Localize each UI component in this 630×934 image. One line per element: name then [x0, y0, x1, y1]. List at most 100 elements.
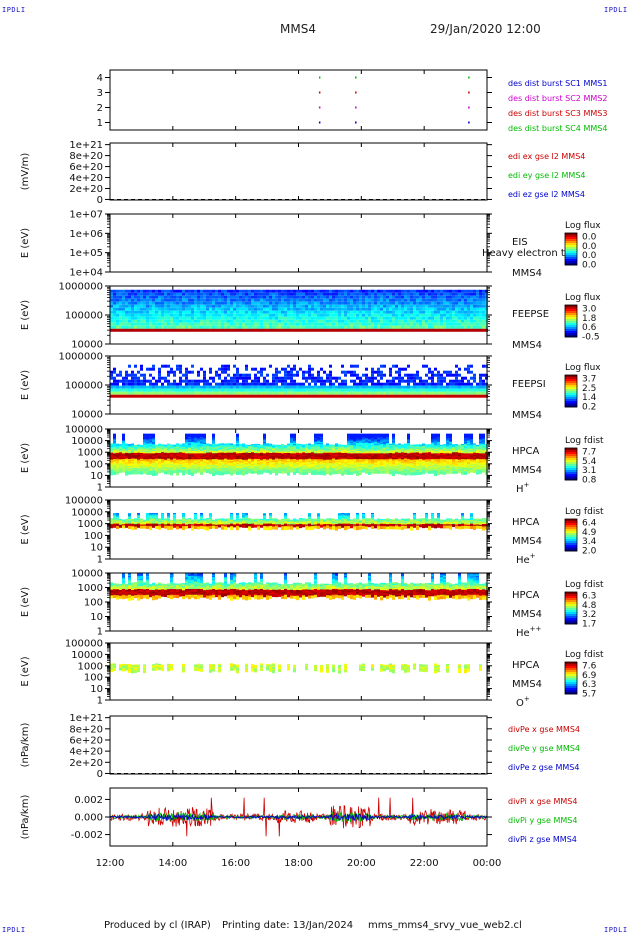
- spectrogram-cell: [461, 391, 464, 395]
- colorbar-step: [565, 377, 577, 380]
- spectrogram-cell: [197, 292, 200, 296]
- spectrogram-cell: [284, 295, 287, 299]
- spectrogram-cell: [197, 301, 200, 305]
- spectrogram-cell: [383, 373, 386, 377]
- spectrogram-cell: [455, 298, 458, 302]
- spectrogram-cell: [443, 376, 446, 380]
- spectrogram-cell: [302, 313, 305, 317]
- spectrogram-cell: [281, 313, 284, 317]
- spectrogram-cell: [143, 388, 146, 392]
- spectrogram-cell: [377, 382, 380, 386]
- spectrogram-cell: [134, 379, 137, 383]
- spectrogram-cell: [191, 304, 194, 308]
- spectrogram-cell: [269, 388, 272, 392]
- spectrogram-cell: [119, 301, 122, 305]
- spectrogram-cell: [206, 328, 209, 332]
- spectrogram-cell: [257, 394, 260, 398]
- spectrogram-cell: [317, 328, 320, 332]
- spectrogram-cell: [122, 382, 125, 386]
- spectrogram-cell: [413, 379, 416, 383]
- spectrogram-cell: [464, 325, 467, 329]
- spectrogram-cell: [143, 376, 146, 380]
- spectrogram-cell: [260, 304, 263, 308]
- spectrogram-cell: [392, 319, 395, 323]
- spectrogram-cell: [332, 325, 335, 329]
- spectrogram-cell: [407, 295, 410, 299]
- spectrogram-cell: [290, 295, 293, 299]
- spectrogram-cell: [347, 316, 350, 320]
- spectrogram-cell: [251, 319, 254, 323]
- spectrogram-cell: [350, 391, 353, 395]
- spectrogram-cell: [158, 292, 161, 296]
- spectrogram-cell: [230, 310, 233, 314]
- spectrogram-cell: [311, 373, 314, 377]
- spectrogram-cell: [398, 394, 401, 398]
- spectrogram-cell: [275, 295, 278, 299]
- spectrogram-cell: [143, 313, 146, 317]
- spectrogram-cell: [161, 292, 164, 296]
- spectrogram-cell: [458, 304, 461, 308]
- spectrogram-cell: [344, 382, 347, 386]
- spectrogram-cell: [320, 322, 323, 326]
- spectrogram-cell: [278, 328, 281, 332]
- burst-mark: [355, 76, 357, 79]
- spectrogram-cell: [452, 304, 455, 308]
- spectrogram-cell: [440, 373, 443, 377]
- spectrogram-cell: [434, 322, 437, 326]
- spectrogram-cell: [353, 295, 356, 299]
- spectrogram-cell: [212, 307, 215, 311]
- spectrogram-cell: [239, 391, 242, 395]
- spectrogram-cell: [437, 295, 440, 299]
- spectrogram-cell: [341, 394, 344, 398]
- spectrogram-cell: [380, 364, 383, 368]
- spectrogram-cell: [113, 379, 116, 383]
- spectrogram-cell: [188, 391, 191, 395]
- spectrogram-cell: [416, 301, 419, 305]
- spectrogram-cell: [110, 319, 113, 323]
- spectrogram-cell: [131, 307, 134, 311]
- spectrogram-cell: [266, 316, 269, 320]
- spectrogram-cell: [113, 307, 116, 311]
- spectrogram-cell: [290, 391, 293, 395]
- colorbar-step: [565, 331, 577, 334]
- spectrogram-cell: [275, 367, 278, 371]
- spectrogram-cell: [293, 367, 296, 371]
- spectrogram-cell: [455, 394, 458, 398]
- spectrogram-cell: [113, 298, 116, 302]
- spectrogram-cell: [290, 304, 293, 308]
- spectrogram-cell: [221, 316, 224, 320]
- spectrogram-cell: [284, 376, 287, 380]
- spectrogram-cell: [470, 328, 473, 332]
- spectrogram-cell: [167, 388, 170, 392]
- colorbar-tick-label: 0.0: [582, 261, 597, 271]
- spectrogram-cell: [281, 391, 284, 395]
- spectrogram-cell: [425, 295, 428, 299]
- spectrogram-cell: [251, 322, 254, 326]
- spectrogram-cell: [287, 385, 290, 389]
- spectrogram-cell: [113, 328, 116, 332]
- spectrogram-cell: [341, 292, 344, 296]
- spectrogram-cell: [149, 322, 152, 326]
- spectrogram-cell: [257, 316, 260, 320]
- spectrogram-cell: [329, 382, 332, 386]
- spectrogram-cell: [161, 382, 164, 386]
- spectrogram-cell: [215, 385, 218, 389]
- spectrogram-cell: [395, 382, 398, 386]
- spectrogram-cell: [311, 292, 314, 296]
- spectrogram-cell: [320, 391, 323, 395]
- spectrogram-cell: [398, 379, 401, 383]
- spectrogram-cell: [440, 376, 443, 380]
- spectrogram-cell: [374, 313, 377, 317]
- spectrogram-cell: [464, 385, 467, 389]
- spectrogram-cell: [134, 295, 137, 299]
- colorbar-step: [565, 321, 577, 324]
- colorbar-step: [565, 241, 577, 244]
- spectrogram-cell: [371, 379, 374, 383]
- spectrogram-cell: [110, 310, 113, 314]
- spectrogram-cell: [434, 388, 437, 392]
- spectrogram-cell: [125, 298, 128, 302]
- spectrogram-cell: [347, 313, 350, 317]
- spectrogram-cell: [197, 307, 200, 311]
- spectrogram-cell: [422, 292, 425, 296]
- spectrogram-cell: [236, 310, 239, 314]
